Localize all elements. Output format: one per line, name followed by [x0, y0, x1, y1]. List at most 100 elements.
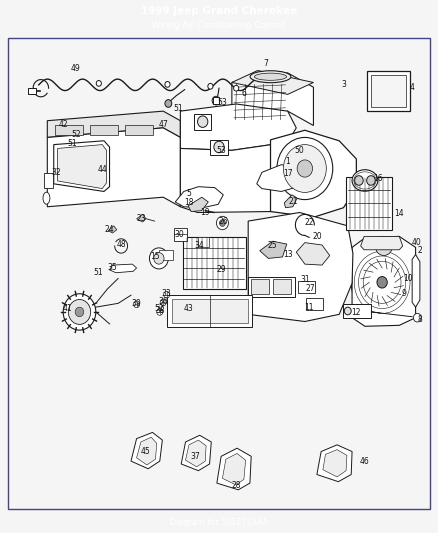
Text: 53: 53 — [218, 98, 227, 107]
Circle shape — [355, 176, 363, 185]
Text: 6: 6 — [241, 90, 246, 99]
Circle shape — [198, 116, 208, 127]
Text: 26: 26 — [219, 216, 228, 225]
Text: 7: 7 — [264, 59, 268, 68]
Bar — [159, 250, 173, 260]
Text: 14: 14 — [395, 209, 404, 219]
Polygon shape — [323, 450, 347, 477]
Text: 46: 46 — [359, 457, 369, 466]
Circle shape — [154, 253, 164, 264]
Circle shape — [68, 300, 91, 325]
Circle shape — [165, 82, 170, 87]
Bar — [183, 237, 246, 289]
Circle shape — [233, 85, 239, 91]
Polygon shape — [188, 197, 208, 212]
Text: 1999 Jeep Grand Cherokee: 1999 Jeep Grand Cherokee — [141, 6, 297, 16]
Polygon shape — [260, 241, 287, 259]
Text: 41: 41 — [63, 304, 73, 313]
Text: 27: 27 — [305, 284, 315, 293]
Polygon shape — [412, 255, 420, 307]
Text: Diagram for 5012719AA: Diagram for 5012719AA — [170, 519, 268, 527]
Ellipse shape — [352, 169, 378, 191]
Polygon shape — [137, 437, 157, 465]
Bar — [172, 298, 248, 324]
Polygon shape — [217, 448, 251, 490]
Polygon shape — [108, 226, 117, 233]
Text: 51: 51 — [67, 139, 77, 148]
Circle shape — [75, 307, 84, 317]
Bar — [125, 125, 153, 135]
Text: 23: 23 — [136, 214, 146, 223]
Polygon shape — [47, 111, 180, 138]
Polygon shape — [58, 144, 106, 189]
Text: 35: 35 — [108, 263, 117, 272]
Text: 52: 52 — [154, 304, 164, 313]
Bar — [194, 114, 211, 130]
Polygon shape — [284, 195, 297, 208]
Text: 53: 53 — [216, 146, 226, 155]
Bar — [198, 237, 209, 247]
Text: 17: 17 — [283, 169, 293, 178]
Text: 18: 18 — [184, 198, 194, 207]
Text: 40: 40 — [412, 238, 421, 247]
Circle shape — [277, 138, 333, 199]
Text: 49: 49 — [71, 63, 80, 72]
Polygon shape — [137, 214, 146, 222]
Polygon shape — [223, 454, 246, 485]
Text: 43: 43 — [183, 304, 193, 313]
Text: 44: 44 — [97, 165, 107, 174]
Circle shape — [149, 248, 168, 269]
Polygon shape — [317, 445, 352, 482]
Text: Wiring-Air Conditioning Control: Wiring-Air Conditioning Control — [152, 21, 286, 30]
Text: 21: 21 — [288, 198, 297, 206]
Polygon shape — [180, 142, 296, 213]
Text: 32: 32 — [51, 168, 61, 177]
Text: 28: 28 — [231, 481, 241, 489]
Text: 34: 34 — [195, 241, 205, 251]
Bar — [55, 125, 83, 135]
Text: 11: 11 — [304, 303, 314, 312]
Polygon shape — [175, 187, 223, 208]
Polygon shape — [54, 141, 110, 191]
Text: 31: 31 — [300, 275, 310, 284]
Bar — [28, 88, 36, 94]
Polygon shape — [232, 73, 314, 125]
Bar — [306, 298, 323, 310]
Text: 10: 10 — [403, 274, 413, 283]
Polygon shape — [271, 130, 357, 217]
Text: 16: 16 — [373, 174, 383, 183]
Circle shape — [367, 176, 375, 185]
Text: 52: 52 — [72, 130, 81, 139]
Text: 12: 12 — [352, 309, 361, 317]
Circle shape — [212, 96, 220, 105]
Text: 50: 50 — [295, 146, 304, 155]
Polygon shape — [296, 243, 330, 265]
Circle shape — [351, 248, 413, 317]
Text: 15: 15 — [150, 253, 159, 262]
Circle shape — [413, 313, 421, 322]
Polygon shape — [186, 440, 206, 467]
Text: 30: 30 — [175, 230, 184, 239]
Text: 19: 19 — [201, 208, 210, 217]
Ellipse shape — [250, 71, 291, 83]
Bar — [371, 75, 406, 107]
Circle shape — [157, 309, 163, 316]
Circle shape — [219, 220, 226, 227]
Text: 38: 38 — [155, 306, 165, 316]
Ellipse shape — [43, 192, 50, 204]
Text: 3: 3 — [341, 80, 346, 90]
Polygon shape — [248, 213, 353, 321]
Circle shape — [160, 299, 166, 306]
Polygon shape — [360, 237, 403, 250]
Circle shape — [96, 80, 101, 86]
Polygon shape — [180, 104, 296, 150]
Text: 1: 1 — [285, 157, 290, 166]
Polygon shape — [352, 237, 416, 326]
Text: 22: 22 — [304, 217, 314, 227]
Text: 24: 24 — [105, 225, 114, 234]
Text: 13: 13 — [283, 250, 293, 259]
Text: 5: 5 — [187, 189, 191, 198]
Text: 8: 8 — [417, 314, 422, 324]
Text: 48: 48 — [117, 239, 126, 248]
Polygon shape — [181, 435, 211, 471]
